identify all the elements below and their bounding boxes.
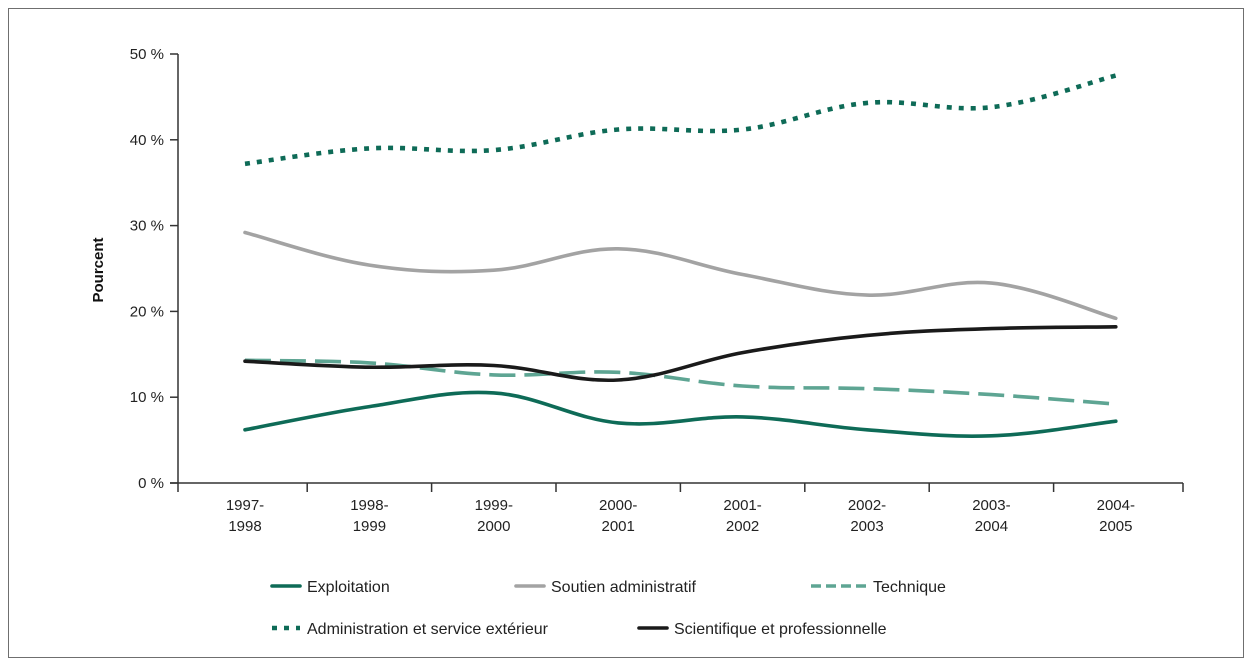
legend-label: Exploitation (307, 579, 390, 596)
series-line-administration-et-service-ext-rieur (244, 73, 1117, 167)
series-line-soutien-administratif (243, 230, 1118, 321)
y-axis-title: Pourcent (90, 237, 107, 302)
y-tick-label: 40 % (130, 132, 164, 149)
x-tick-label: 2004-2005 (1097, 497, 1135, 535)
legend-item: Scientifique et professionnelle (637, 621, 887, 638)
legend-item: Technique (811, 579, 946, 596)
chart-frame (8, 8, 1244, 658)
y-tick-label: 10 % (130, 389, 164, 406)
x-tick-label: 1998-1999 (350, 497, 388, 535)
y-tick-label: 0 % (138, 475, 164, 492)
legend-item: Exploitation (270, 579, 390, 596)
legend-item: Administration et service extérieur (272, 621, 549, 638)
x-tick-label: 1997-1998 (226, 497, 264, 535)
x-tick-label: 2003-2004 (972, 497, 1010, 535)
series-line-scientifique-et-professionnelle (243, 325, 1118, 383)
x-tick-label: 2000-2001 (599, 497, 637, 535)
x-tick-label: 1999-2000 (475, 497, 513, 535)
legend-item: Soutien administratif (514, 579, 697, 596)
series-layer (243, 73, 1118, 438)
y-tick-label: 30 % (130, 218, 164, 235)
series-line-technique (244, 358, 1116, 406)
axes: 0 % 10 % 20 % 30 % 40 % 50 % 1997-1998 1998-199… (130, 46, 1184, 535)
x-tick-label: 2002-2003 (848, 497, 886, 535)
legend: Exploitation Soutien administratif Techniq… (270, 579, 946, 638)
series-line-exploitation (243, 390, 1118, 438)
legend-label: Scientifique et professionnelle (674, 621, 887, 638)
legend-label: Soutien administratif (551, 579, 697, 596)
y-tick-label: 20 % (130, 303, 164, 320)
x-tick-label: 2001-2002 (723, 497, 761, 535)
legend-label: Technique (873, 579, 946, 596)
y-tick-label: 50 % (130, 46, 164, 63)
legend-label: Administration et service extérieur (307, 621, 549, 638)
